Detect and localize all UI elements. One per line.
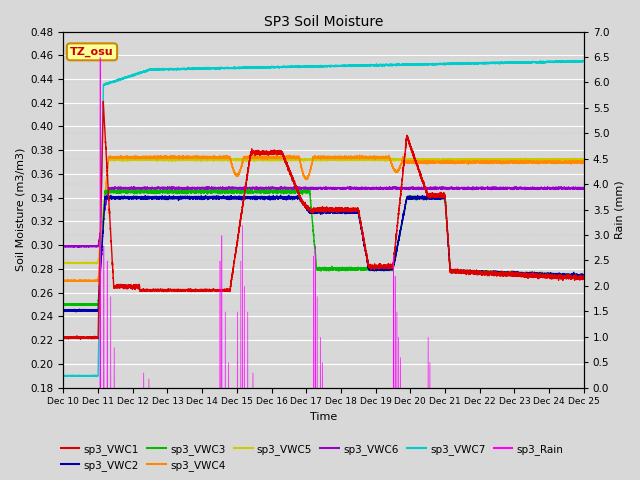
Text: TZ_osu: TZ_osu <box>70 47 114 57</box>
Y-axis label: Soil Moisture (m3/m3): Soil Moisture (m3/m3) <box>15 148 25 271</box>
Y-axis label: Rain (mm): Rain (mm) <box>615 180 625 239</box>
Legend: sp3_VWC1, sp3_VWC2, sp3_VWC3, sp3_VWC4, sp3_VWC5, sp3_VWC6, sp3_VWC7, sp3_Rain: sp3_VWC1, sp3_VWC2, sp3_VWC3, sp3_VWC4, … <box>56 439 568 475</box>
Title: SP3 Soil Moisture: SP3 Soil Moisture <box>264 15 383 29</box>
X-axis label: Time: Time <box>310 412 337 422</box>
